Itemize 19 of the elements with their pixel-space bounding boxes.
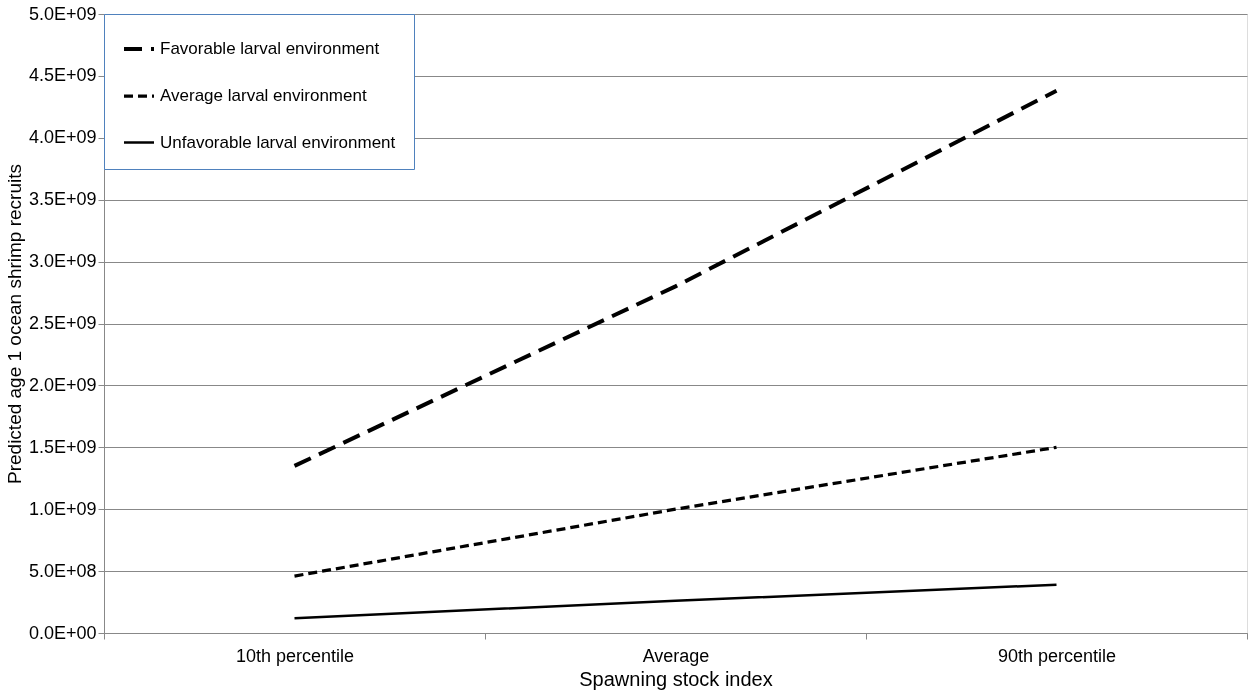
x-axis-title: Spawning stock index [579, 667, 773, 690]
y-tick-label: 2.0E+09 [28, 374, 97, 395]
legend-label: Favorable larval environment [160, 39, 380, 58]
y-tick-label: 3.5E+09 [28, 189, 97, 210]
y-tick-label: 5.0E+08 [28, 560, 97, 581]
x-tick-label: Average [642, 645, 710, 666]
x-tick-label: 90th percentile [997, 645, 1117, 666]
y-axis-title: Predicted age 1 ocean shrimp recruits [3, 164, 25, 484]
y-tick-label: 4.5E+09 [28, 65, 97, 86]
y-tick-label: 2.5E+09 [28, 313, 97, 333]
legend-label: Average larval environment [160, 86, 367, 105]
y-tick-label: 1.5E+09 [28, 436, 97, 457]
y-tick-label: 4.0E+09 [28, 127, 97, 148]
y-tick-label: 3.0E+09 [28, 251, 97, 272]
legend-label: Unfavorable larval environment [160, 132, 396, 152]
y-tick-label: 0.0E+00 [28, 622, 97, 643]
y-tick-label: 1.0E+09 [28, 498, 97, 519]
x-tick-label: 10th percentile [235, 645, 355, 666]
y-tick-label: 5.0E+09 [28, 3, 97, 24]
